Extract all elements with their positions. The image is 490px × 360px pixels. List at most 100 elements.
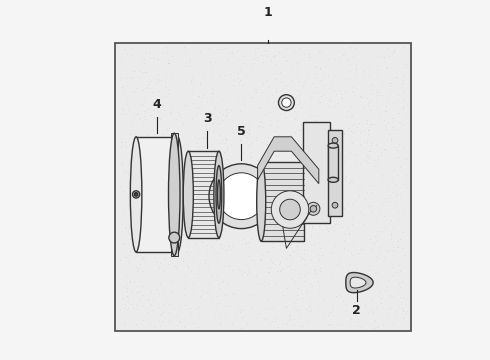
Point xyxy=(142,110,150,116)
Point xyxy=(193,274,200,280)
Point xyxy=(376,210,384,216)
Point xyxy=(184,146,192,152)
Point xyxy=(246,192,254,198)
Point xyxy=(229,216,237,221)
Point xyxy=(346,149,354,155)
Point xyxy=(240,269,248,275)
Point xyxy=(140,98,148,104)
Point xyxy=(346,76,354,82)
Point xyxy=(294,45,302,51)
Point xyxy=(306,141,314,147)
Point xyxy=(229,129,237,135)
Point xyxy=(121,139,129,145)
Point xyxy=(360,197,368,202)
Point xyxy=(318,252,325,258)
Point xyxy=(350,130,358,136)
Point xyxy=(394,290,402,296)
Point xyxy=(302,288,310,294)
Point xyxy=(278,147,286,153)
Point xyxy=(251,49,259,55)
Point xyxy=(316,265,323,271)
Point xyxy=(209,227,217,233)
Point xyxy=(370,182,378,188)
Point xyxy=(358,84,366,89)
Point xyxy=(217,101,225,107)
Point xyxy=(258,161,266,167)
Point xyxy=(341,176,349,181)
Point xyxy=(217,323,225,328)
Point xyxy=(118,160,126,166)
Point xyxy=(380,117,388,122)
Point xyxy=(266,264,274,270)
Point xyxy=(256,188,264,193)
Point xyxy=(261,167,269,173)
Point xyxy=(365,63,373,68)
Point xyxy=(323,159,331,165)
Point xyxy=(162,294,170,300)
Point xyxy=(212,154,220,160)
Point xyxy=(240,99,247,105)
Point xyxy=(175,318,183,324)
Point xyxy=(184,266,192,271)
Point xyxy=(193,140,201,146)
Point xyxy=(224,263,232,269)
Point xyxy=(349,53,357,59)
Point xyxy=(387,217,395,223)
Point xyxy=(127,74,135,80)
Point xyxy=(257,199,265,205)
Point xyxy=(197,200,205,206)
Point xyxy=(140,249,148,255)
Point xyxy=(354,275,362,281)
Point xyxy=(135,84,143,90)
Point xyxy=(392,144,400,150)
Bar xyxy=(303,122,330,223)
Point xyxy=(133,269,141,274)
Bar xyxy=(328,130,342,216)
Point xyxy=(297,217,305,222)
Point xyxy=(368,122,376,127)
Point xyxy=(319,82,327,88)
Point xyxy=(121,285,128,291)
Point xyxy=(292,201,300,207)
Point xyxy=(279,142,287,148)
Point xyxy=(350,92,358,98)
Point xyxy=(400,73,408,78)
Point xyxy=(373,75,381,81)
Point xyxy=(263,248,270,254)
Point xyxy=(128,243,136,248)
Point xyxy=(283,285,291,291)
Point xyxy=(222,138,230,143)
Point xyxy=(251,46,259,52)
Point xyxy=(286,316,294,322)
Point xyxy=(396,294,404,300)
Point xyxy=(398,309,406,314)
Point xyxy=(383,285,391,291)
Point xyxy=(366,82,374,87)
Point xyxy=(372,215,380,221)
Point xyxy=(402,184,410,190)
Point xyxy=(365,153,373,159)
Point xyxy=(204,263,212,269)
Point xyxy=(212,237,220,243)
Point xyxy=(356,209,364,215)
Point xyxy=(197,158,205,164)
Point xyxy=(387,231,394,237)
Point xyxy=(281,114,289,120)
Point xyxy=(368,106,376,112)
Point xyxy=(301,241,309,247)
Point xyxy=(271,210,279,216)
Point xyxy=(344,108,352,114)
Point xyxy=(209,90,217,96)
Point xyxy=(330,227,338,233)
Point xyxy=(179,255,187,261)
Point xyxy=(229,198,237,204)
Point xyxy=(148,177,156,183)
Point xyxy=(187,78,195,84)
Point xyxy=(271,52,279,58)
Point xyxy=(232,167,240,173)
Point xyxy=(181,292,189,297)
Point xyxy=(316,99,323,105)
Point xyxy=(238,213,245,219)
Point xyxy=(230,260,238,266)
Point xyxy=(330,74,338,80)
